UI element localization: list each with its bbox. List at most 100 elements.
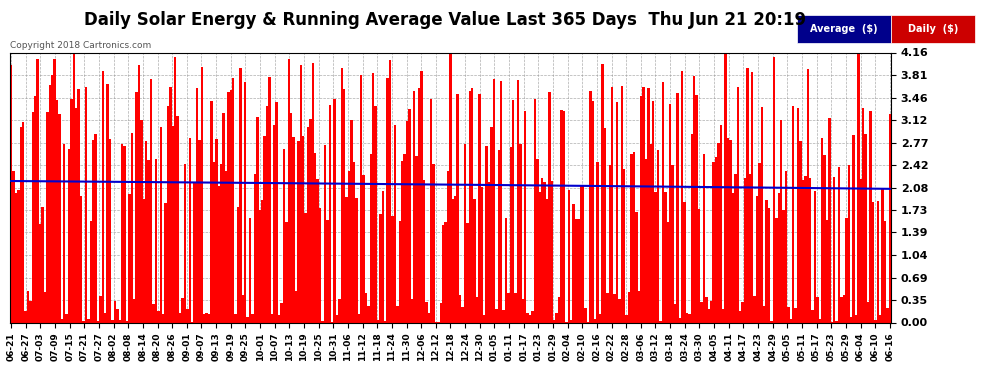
Bar [283, 149, 285, 322]
Bar [312, 63, 314, 322]
Bar [347, 171, 350, 322]
Bar [671, 165, 674, 322]
Bar [594, 319, 597, 322]
Bar [710, 301, 713, 322]
Bar [425, 302, 428, 322]
Bar [15, 194, 17, 322]
Bar [377, 320, 379, 322]
Bar [760, 107, 763, 322]
Bar [166, 106, 169, 322]
Bar [188, 138, 191, 322]
Bar [136, 92, 138, 322]
Bar [440, 303, 442, 322]
Bar [468, 92, 471, 322]
Bar [527, 313, 529, 322]
Bar [652, 100, 654, 322]
Bar [758, 163, 760, 322]
Bar [278, 315, 280, 322]
Bar [852, 135, 854, 322]
Bar [495, 309, 498, 322]
Bar [780, 120, 782, 322]
Bar [743, 178, 746, 322]
Bar [628, 292, 631, 322]
Bar [753, 296, 755, 322]
Bar [575, 219, 577, 322]
Bar [755, 196, 758, 322]
Bar [562, 111, 565, 322]
Bar [742, 302, 743, 322]
Bar [60, 320, 63, 322]
Bar [329, 105, 331, 322]
Bar [879, 315, 881, 322]
Bar [881, 188, 884, 322]
Bar [17, 190, 20, 322]
Bar [790, 319, 792, 322]
Bar [227, 92, 230, 322]
Bar [669, 104, 671, 322]
Bar [688, 314, 691, 322]
Bar [164, 203, 166, 322]
Bar [401, 160, 403, 322]
Bar [433, 164, 435, 322]
Bar [68, 149, 70, 322]
Bar [343, 89, 346, 322]
Text: Copyright 2018 Cartronics.com: Copyright 2018 Cartronics.com [10, 41, 151, 50]
Bar [794, 308, 797, 322]
Bar [382, 191, 384, 322]
Bar [149, 79, 152, 322]
Bar [146, 141, 148, 322]
Bar [567, 190, 570, 322]
Bar [541, 178, 544, 322]
Bar [676, 93, 678, 322]
Bar [364, 293, 367, 322]
Bar [89, 221, 92, 322]
Bar [720, 125, 722, 322]
Bar [768, 208, 770, 322]
Bar [104, 313, 107, 322]
Bar [230, 90, 232, 322]
Bar [717, 143, 720, 322]
Bar [456, 94, 459, 322]
Bar [480, 186, 483, 322]
Bar [445, 222, 446, 322]
Bar [876, 201, 879, 322]
Bar [138, 65, 141, 322]
Bar [314, 153, 317, 322]
Bar [148, 160, 149, 322]
Bar [601, 64, 604, 322]
Bar [816, 297, 819, 322]
Bar [336, 315, 339, 322]
Bar [275, 102, 278, 322]
Bar [555, 313, 558, 322]
Bar [691, 134, 693, 322]
Bar [847, 165, 850, 322]
Bar [334, 99, 336, 322]
Bar [461, 307, 463, 322]
Bar [842, 295, 845, 322]
Bar [869, 111, 871, 322]
Bar [864, 134, 867, 322]
Bar [659, 321, 661, 322]
Bar [152, 303, 154, 322]
Bar [763, 306, 765, 322]
Bar [42, 207, 44, 322]
Bar [251, 314, 253, 322]
Bar [394, 125, 396, 322]
Bar [184, 165, 186, 322]
Bar [845, 218, 847, 322]
Bar [449, 53, 451, 322]
Bar [25, 311, 27, 322]
Bar [654, 192, 656, 322]
Bar [87, 319, 89, 322]
Bar [109, 139, 111, 322]
Bar [713, 162, 715, 322]
Bar [862, 108, 864, 322]
Bar [616, 102, 618, 322]
Bar [748, 174, 751, 322]
Bar [273, 125, 275, 322]
Bar [674, 304, 676, 322]
Bar [386, 78, 389, 322]
Bar [737, 87, 739, 322]
Bar [775, 218, 777, 322]
Bar [159, 127, 162, 322]
